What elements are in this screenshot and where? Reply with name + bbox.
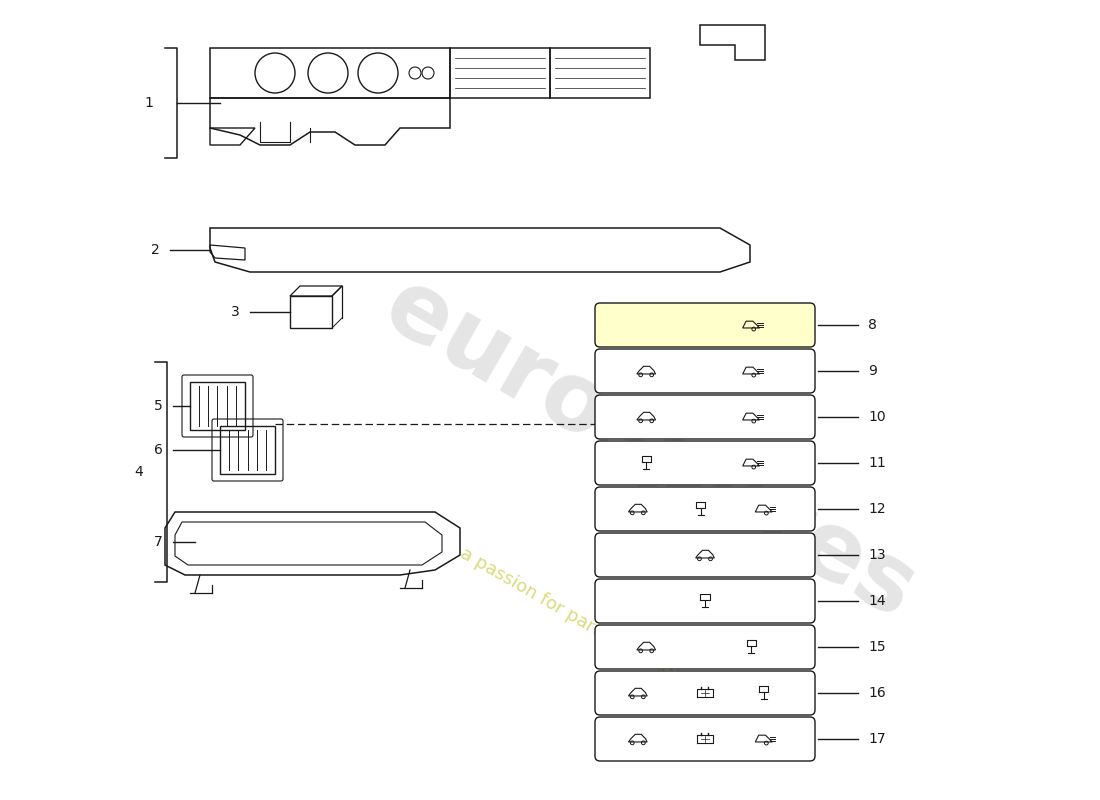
Text: 17: 17: [868, 732, 886, 746]
FancyBboxPatch shape: [595, 579, 815, 623]
FancyBboxPatch shape: [595, 671, 815, 715]
Text: 4: 4: [134, 465, 143, 479]
Text: 16: 16: [868, 686, 886, 700]
Text: eurospares: eurospares: [368, 261, 932, 639]
Text: 6: 6: [154, 443, 163, 457]
FancyBboxPatch shape: [595, 349, 815, 393]
Text: 2: 2: [152, 243, 160, 257]
FancyBboxPatch shape: [595, 303, 815, 347]
Text: a passion for parts since 1985: a passion for parts since 1985: [458, 544, 703, 696]
FancyBboxPatch shape: [595, 487, 815, 531]
FancyBboxPatch shape: [595, 533, 815, 577]
FancyBboxPatch shape: [595, 395, 815, 439]
Text: 9: 9: [868, 364, 877, 378]
Text: 13: 13: [868, 548, 886, 562]
Text: 8: 8: [868, 318, 877, 332]
Text: 15: 15: [868, 640, 886, 654]
Text: 5: 5: [154, 399, 163, 413]
FancyBboxPatch shape: [595, 441, 815, 485]
Text: 3: 3: [231, 305, 240, 319]
Text: 1: 1: [144, 96, 153, 110]
Text: 7: 7: [154, 535, 163, 549]
Text: 12: 12: [868, 502, 886, 516]
Text: 14: 14: [868, 594, 886, 608]
Text: 11: 11: [868, 456, 886, 470]
FancyBboxPatch shape: [595, 625, 815, 669]
FancyBboxPatch shape: [595, 717, 815, 761]
Text: 10: 10: [868, 410, 886, 424]
